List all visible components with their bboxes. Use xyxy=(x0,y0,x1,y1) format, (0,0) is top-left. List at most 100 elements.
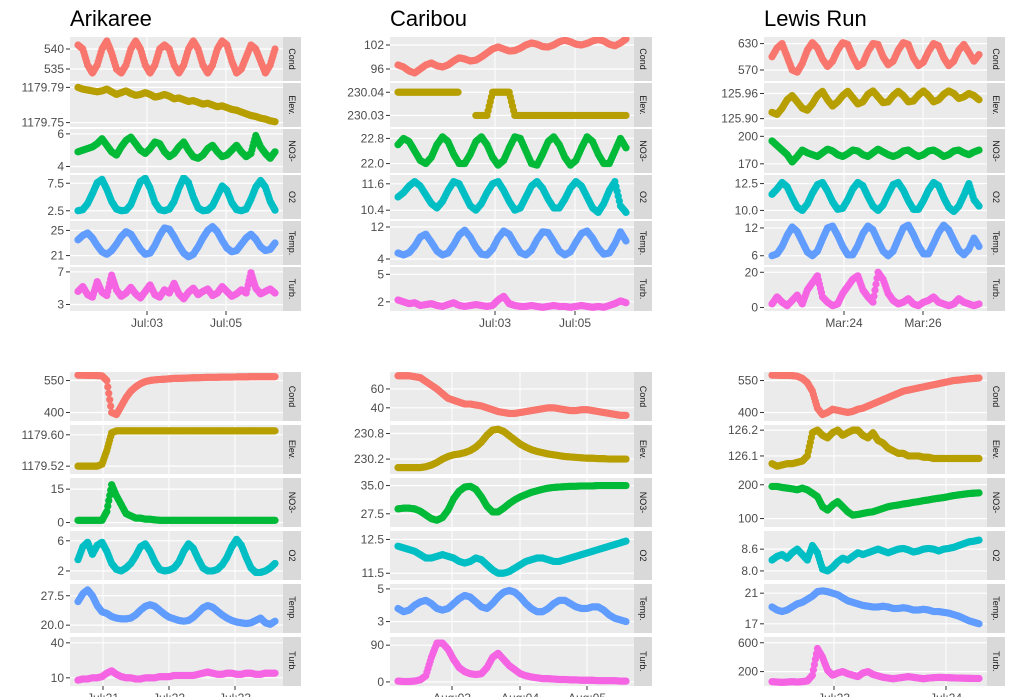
chart-title: Arikaree xyxy=(70,6,152,31)
y-tick-label: 7 xyxy=(57,265,64,279)
data-point xyxy=(271,148,279,156)
y-tick-label: 400 xyxy=(44,405,64,419)
facet-strip xyxy=(634,175,652,219)
points xyxy=(394,133,630,169)
chart-1: ArikareeCond540535Elev.1179.791179.75NO3… xyxy=(22,6,301,330)
facet-label: Turb. xyxy=(991,279,1001,300)
facet-label: Temp. xyxy=(638,231,648,256)
facet-strip xyxy=(987,37,1005,81)
facet-temp: Temp.124 xyxy=(371,220,652,266)
data-point xyxy=(271,45,279,53)
facet-label: NO3- xyxy=(287,492,297,514)
facet-turb: Turb.200 xyxy=(745,265,1005,314)
data-point xyxy=(975,146,983,154)
y-tick-label: 6 xyxy=(751,249,758,263)
facet-no3: NO3-64 xyxy=(57,127,301,173)
facet-strip xyxy=(283,584,301,633)
facet-label: Cond xyxy=(638,48,648,70)
y-tick-label: 12.5 xyxy=(735,177,759,191)
x-tick-label: Jul:05 xyxy=(559,316,591,330)
data-point xyxy=(622,299,630,307)
data-point xyxy=(622,37,630,43)
data-point xyxy=(103,376,111,385)
data-point xyxy=(103,507,111,516)
data-point xyxy=(104,502,112,510)
facet-strip xyxy=(987,221,1005,265)
points xyxy=(394,292,630,311)
facet-strip xyxy=(634,37,652,81)
points xyxy=(768,137,983,166)
facet-temp: Temp.27.520.0 xyxy=(41,584,301,633)
data-point xyxy=(975,242,983,251)
facet-label: Elev. xyxy=(991,95,1001,114)
y-tick-label: 125.96 xyxy=(721,86,758,100)
y-tick-label: 20.0 xyxy=(41,618,65,632)
points xyxy=(768,268,983,310)
y-tick-label: 20 xyxy=(745,265,759,279)
facet-label: NO3- xyxy=(638,140,648,162)
points xyxy=(768,87,983,119)
points xyxy=(74,131,279,162)
points xyxy=(74,535,279,577)
y-tick-label: 1179.79 xyxy=(22,80,65,94)
x-tick-label: Jul:03 xyxy=(131,316,163,330)
data-point xyxy=(271,516,279,524)
data-point xyxy=(104,383,112,391)
y-tick-label: 6 xyxy=(57,127,64,141)
facet-strip xyxy=(283,175,301,219)
facet-strip xyxy=(283,478,301,527)
points xyxy=(768,178,983,216)
data-point xyxy=(271,206,279,214)
facet-label: O2 xyxy=(638,191,648,203)
facet-o2: O27.52.5 xyxy=(47,175,301,219)
y-tick-label: 230.03 xyxy=(347,108,384,122)
points xyxy=(74,372,279,419)
facet-label: O2 xyxy=(991,191,1001,203)
points xyxy=(394,88,630,120)
chart-title: Caribou xyxy=(390,6,467,31)
y-tick-label: 6 xyxy=(57,534,64,548)
facet-strip xyxy=(283,531,301,580)
y-tick-label: 170 xyxy=(738,157,758,171)
data-point xyxy=(107,402,115,410)
points xyxy=(74,427,279,470)
data-point xyxy=(106,396,114,404)
y-tick-label: 0 xyxy=(57,516,64,530)
facet-turb: Turb. 7 3 xyxy=(57,265,301,311)
y-tick-label: 540 xyxy=(44,42,64,56)
data-point xyxy=(271,289,279,297)
y-tick-label: 10.4 xyxy=(361,203,385,217)
y-tick-label: 1179.75 xyxy=(22,116,65,130)
panel-background xyxy=(390,37,634,81)
facet-strip xyxy=(987,83,1005,127)
y-tick-label: 7.5 xyxy=(47,176,64,190)
data-point xyxy=(271,239,279,247)
facet-strip xyxy=(987,129,1005,173)
facet-label: Turb. xyxy=(287,279,297,300)
y-tick-label: 102 xyxy=(364,38,384,52)
y-tick-label: 2 xyxy=(377,295,384,309)
facet-strip xyxy=(634,83,652,127)
facet-elev: Elev. 1179.79 1179.75 xyxy=(22,80,301,130)
x-tick-label: Mar:24 xyxy=(825,316,863,330)
points xyxy=(768,221,983,260)
facet-label: Cond xyxy=(287,48,297,70)
chart-2: CaribouCond10296Elev.230.04230.03NO3-22.… xyxy=(347,6,652,330)
facet-strip xyxy=(283,425,301,474)
y-tick-label: 3 xyxy=(57,297,64,311)
data-point xyxy=(871,286,879,294)
facet-label: Elev. xyxy=(287,95,297,114)
data-point xyxy=(975,300,983,308)
data-point xyxy=(271,559,279,568)
y-tick-label: 4 xyxy=(57,159,64,173)
points xyxy=(394,226,630,259)
y-tick-label: 27.5 xyxy=(41,589,65,603)
facet-label: Cond xyxy=(287,386,297,408)
